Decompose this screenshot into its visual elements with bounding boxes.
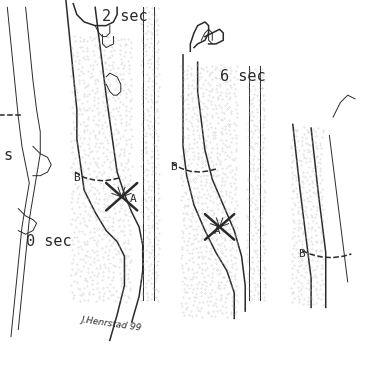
Text: B: B [170,161,177,172]
Text: 2 sec: 2 sec [102,9,148,24]
Text: J.Henrstad 99: J.Henrstad 99 [81,315,142,333]
Text: 0 sec: 0 sec [26,234,71,249]
Text: A: A [130,194,137,205]
Text: s: s [4,148,13,163]
Text: A: A [214,225,221,236]
Text: 6 sec: 6 sec [220,70,265,84]
Text: B: B [298,249,305,259]
Text: B: B [73,172,80,183]
